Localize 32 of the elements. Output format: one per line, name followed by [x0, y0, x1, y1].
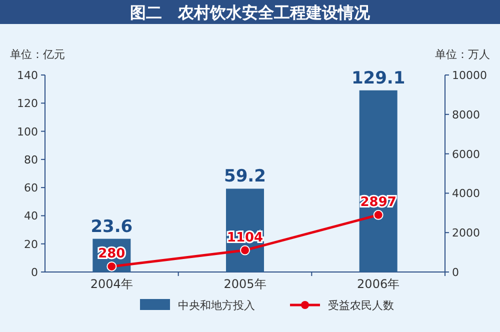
y2-tick-label: 4000 — [452, 187, 480, 200]
y2-tick-label: 8000 — [452, 108, 480, 122]
y2-tick-label: 10000 — [452, 69, 487, 82]
y-tick-label: 20 — [24, 238, 38, 251]
y-axis-title: 单位：亿元 — [10, 48, 65, 61]
y2-tick-label: 2000 — [452, 226, 480, 240]
chart-title: 图二 农村饮水安全工程建设情况 — [130, 3, 371, 22]
y-tick-label: 0 — [31, 266, 38, 279]
y-tick-label: 140 — [17, 69, 38, 82]
y-tick-label: 40 — [24, 210, 38, 223]
data-label: 280 — [98, 246, 126, 262]
y2-tick-label: 0 — [452, 266, 459, 279]
y2-tick-label: 6000 — [452, 148, 480, 161]
legend-label: 受益农民人数 — [328, 299, 394, 312]
y-tick-label: 100 — [17, 125, 38, 138]
legend-label: 中央和地方投入 — [178, 299, 255, 312]
data-label: 1104 — [226, 230, 264, 246]
data-label: 129.1 — [351, 68, 406, 88]
point — [373, 210, 384, 220]
x-tick-label: 2005年 — [224, 277, 266, 291]
point — [106, 261, 117, 272]
y-tick-label: 60 — [24, 182, 38, 195]
y2-axis-title: 单位：万人 — [435, 48, 490, 61]
bar — [359, 90, 398, 272]
data-label: 59.2 — [224, 166, 266, 187]
y-tick-label: 120 — [17, 97, 38, 110]
x-tick-label: 2004年 — [90, 277, 133, 291]
y-tick-label: 80 — [24, 153, 38, 166]
point — [240, 245, 250, 256]
data-label: 2897 — [360, 194, 396, 210]
data-label: 23.6 — [90, 216, 133, 237]
x-tick-label: 2006年 — [357, 277, 400, 291]
